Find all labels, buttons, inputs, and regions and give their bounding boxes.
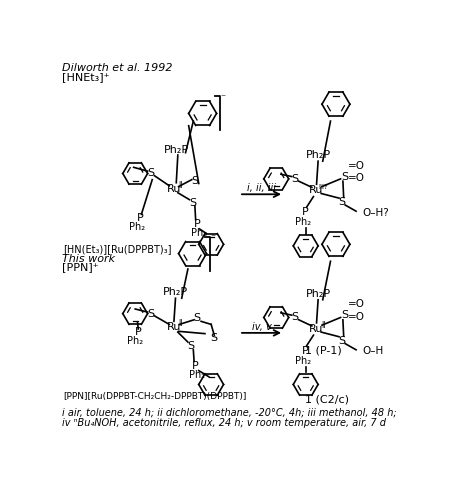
Text: =O: =O bbox=[348, 161, 365, 171]
Text: 1 (P-1): 1 (P-1) bbox=[305, 346, 342, 356]
Text: Dilworth et al. 1992: Dilworth et al. 1992 bbox=[63, 62, 173, 72]
Text: iv, v: iv, v bbox=[252, 322, 272, 332]
Text: Ph₂: Ph₂ bbox=[294, 356, 310, 366]
Text: S: S bbox=[292, 312, 299, 322]
Text: P: P bbox=[194, 219, 201, 229]
Text: S: S bbox=[338, 336, 346, 346]
Text: S: S bbox=[147, 169, 154, 179]
Text: ⁻: ⁻ bbox=[220, 93, 225, 103]
Text: O–H: O–H bbox=[362, 346, 383, 356]
Text: [HN(Et₃)][Ru(DPPBT)₃]: [HN(Et₃)][Ru(DPPBT)₃] bbox=[63, 245, 172, 254]
Text: S: S bbox=[194, 313, 201, 323]
Text: Ph₂P: Ph₂P bbox=[163, 287, 188, 297]
Text: =O: =O bbox=[348, 300, 365, 310]
Text: S: S bbox=[341, 310, 348, 320]
Text: S: S bbox=[191, 176, 199, 186]
Text: Ph₂: Ph₂ bbox=[294, 217, 310, 227]
Text: S: S bbox=[189, 198, 196, 208]
Text: P: P bbox=[192, 361, 199, 371]
Text: S: S bbox=[338, 197, 346, 207]
Text: [PPN]⁺: [PPN]⁺ bbox=[63, 262, 99, 272]
Text: ⁻: ⁻ bbox=[210, 233, 215, 243]
Text: =O: =O bbox=[348, 311, 365, 322]
Text: S: S bbox=[210, 333, 218, 343]
Text: Ph₂: Ph₂ bbox=[127, 336, 143, 346]
Text: S: S bbox=[147, 309, 154, 318]
Text: O–H?: O–H? bbox=[362, 208, 389, 218]
Text: S: S bbox=[341, 172, 348, 182]
Text: =O: =O bbox=[348, 173, 365, 183]
Text: [PPN][Ru(DPPBT-CH₂CH₂-DPPBT)(DPPBT)]: [PPN][Ru(DPPBT-CH₂CH₂-DPPBT)(DPPBT)] bbox=[63, 392, 246, 401]
Text: Ru: Ru bbox=[167, 184, 181, 194]
Text: [HNEt₃]⁺: [HNEt₃]⁺ bbox=[63, 72, 110, 82]
Text: Ph₂: Ph₂ bbox=[128, 222, 145, 233]
Text: Ru: Ru bbox=[310, 324, 324, 334]
Text: i air, toluene, 24 h; ii dichloromethane, -20°C, 4h; iii methanol, 48 h;: i air, toluene, 24 h; ii dichloromethane… bbox=[63, 408, 397, 418]
Text: II: II bbox=[321, 321, 326, 330]
Text: III?: III? bbox=[319, 184, 328, 189]
Text: P: P bbox=[302, 346, 309, 356]
Text: S: S bbox=[292, 174, 299, 184]
Text: 1 (C2/c): 1 (C2/c) bbox=[305, 394, 349, 404]
Text: Ph₂P: Ph₂P bbox=[306, 289, 331, 299]
Text: Ru: Ru bbox=[167, 322, 181, 332]
Text: P: P bbox=[137, 213, 143, 223]
Text: II: II bbox=[179, 181, 183, 189]
Text: II: II bbox=[179, 319, 183, 328]
Text: This work: This work bbox=[63, 253, 116, 263]
Text: S: S bbox=[187, 341, 194, 351]
Text: P: P bbox=[135, 327, 142, 337]
Text: P: P bbox=[302, 207, 309, 217]
Text: Ph₂: Ph₂ bbox=[191, 228, 207, 238]
Text: Ru: Ru bbox=[310, 186, 324, 195]
Text: iv ⁿBu₄NOH, acetonitrile, reflux, 24 h; v room temperature, air, 7 d: iv ⁿBu₄NOH, acetonitrile, reflux, 24 h; … bbox=[63, 418, 386, 429]
Text: Ph₂: Ph₂ bbox=[189, 370, 205, 380]
Text: i, ii, iii: i, ii, iii bbox=[247, 183, 276, 193]
Text: Ph₂P: Ph₂P bbox=[164, 145, 189, 155]
Text: Ph₂P: Ph₂P bbox=[306, 150, 331, 160]
